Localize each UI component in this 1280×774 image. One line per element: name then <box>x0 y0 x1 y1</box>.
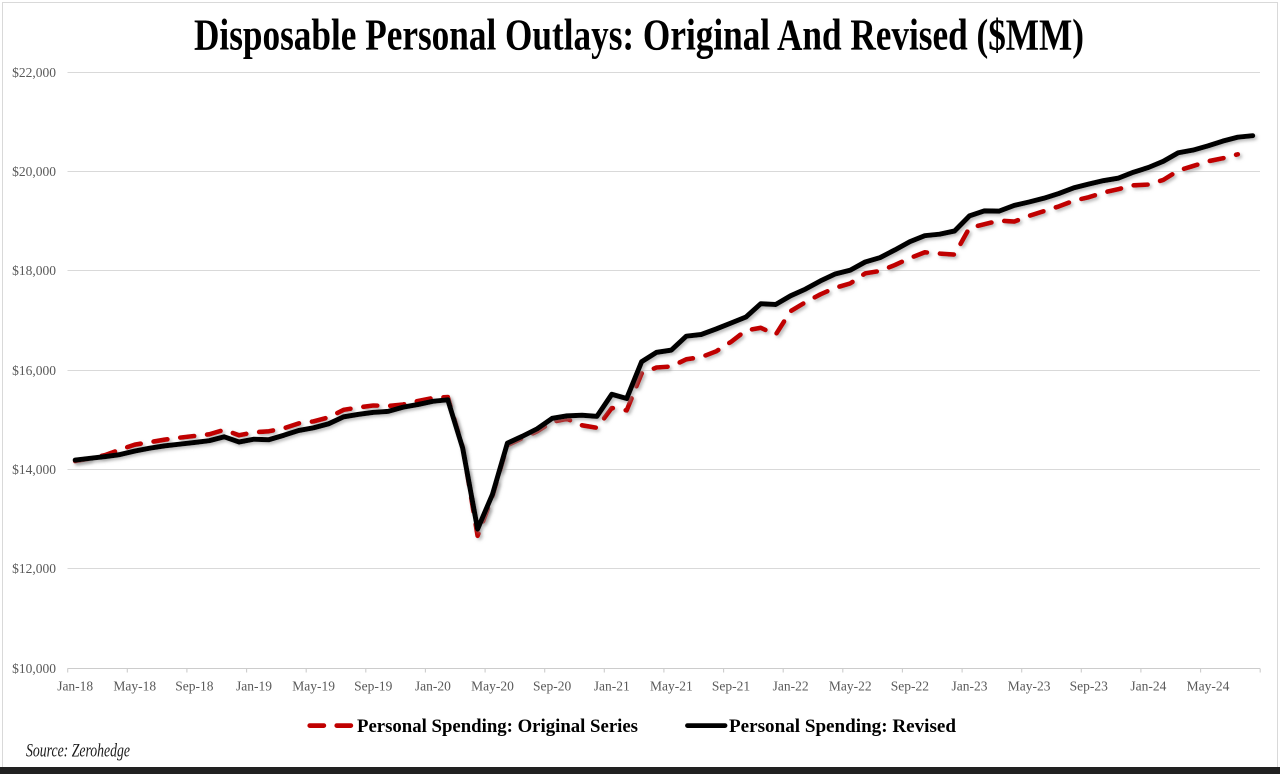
svg-text:Sep-18: Sep-18 <box>175 679 213 694</box>
svg-text:Jan-22: Jan-22 <box>773 679 809 694</box>
svg-text:May-22: May-22 <box>829 679 872 694</box>
svg-text:Jan-23: Jan-23 <box>952 679 988 694</box>
svg-text:May-18: May-18 <box>113 679 156 694</box>
svg-text:Jan-18: Jan-18 <box>57 679 93 694</box>
svg-text:Jan-20: Jan-20 <box>415 679 451 694</box>
svg-text:May-21: May-21 <box>650 679 693 694</box>
svg-text:$14,000: $14,000 <box>12 462 56 477</box>
svg-text:Source: Zerohedge: Source: Zerohedge <box>26 740 130 761</box>
svg-text:May-19: May-19 <box>292 679 335 694</box>
svg-text:$16,000: $16,000 <box>12 363 56 378</box>
svg-text:Sep-19: Sep-19 <box>354 679 392 694</box>
svg-text:Jan-24: Jan-24 <box>1130 679 1166 694</box>
svg-text:Jan-19: Jan-19 <box>236 679 272 694</box>
svg-text:Jan-21: Jan-21 <box>594 679 630 694</box>
svg-text:$12,000: $12,000 <box>12 561 56 576</box>
svg-text:$18,000: $18,000 <box>12 263 56 278</box>
svg-text:Sep-23: Sep-23 <box>1070 679 1108 694</box>
svg-text:May-23: May-23 <box>1008 679 1051 694</box>
svg-text:Sep-20: Sep-20 <box>533 679 571 694</box>
svg-text:$20,000: $20,000 <box>12 164 56 179</box>
svg-text:$10,000: $10,000 <box>12 661 56 676</box>
svg-text:Personal Spending: Original Se: Personal Spending: Original Series <box>357 716 638 737</box>
svg-text:Disposable Personal Outlays: O: Disposable Personal Outlays: Original An… <box>194 10 1084 59</box>
svg-text:May-20: May-20 <box>471 679 514 694</box>
svg-text:Sep-22: Sep-22 <box>891 679 929 694</box>
svg-text:$22,000: $22,000 <box>12 65 56 80</box>
svg-text:May-24: May-24 <box>1187 679 1230 694</box>
svg-text:Sep-21: Sep-21 <box>712 679 750 694</box>
svg-text:Personal Spending: Revised: Personal Spending: Revised <box>729 716 956 737</box>
